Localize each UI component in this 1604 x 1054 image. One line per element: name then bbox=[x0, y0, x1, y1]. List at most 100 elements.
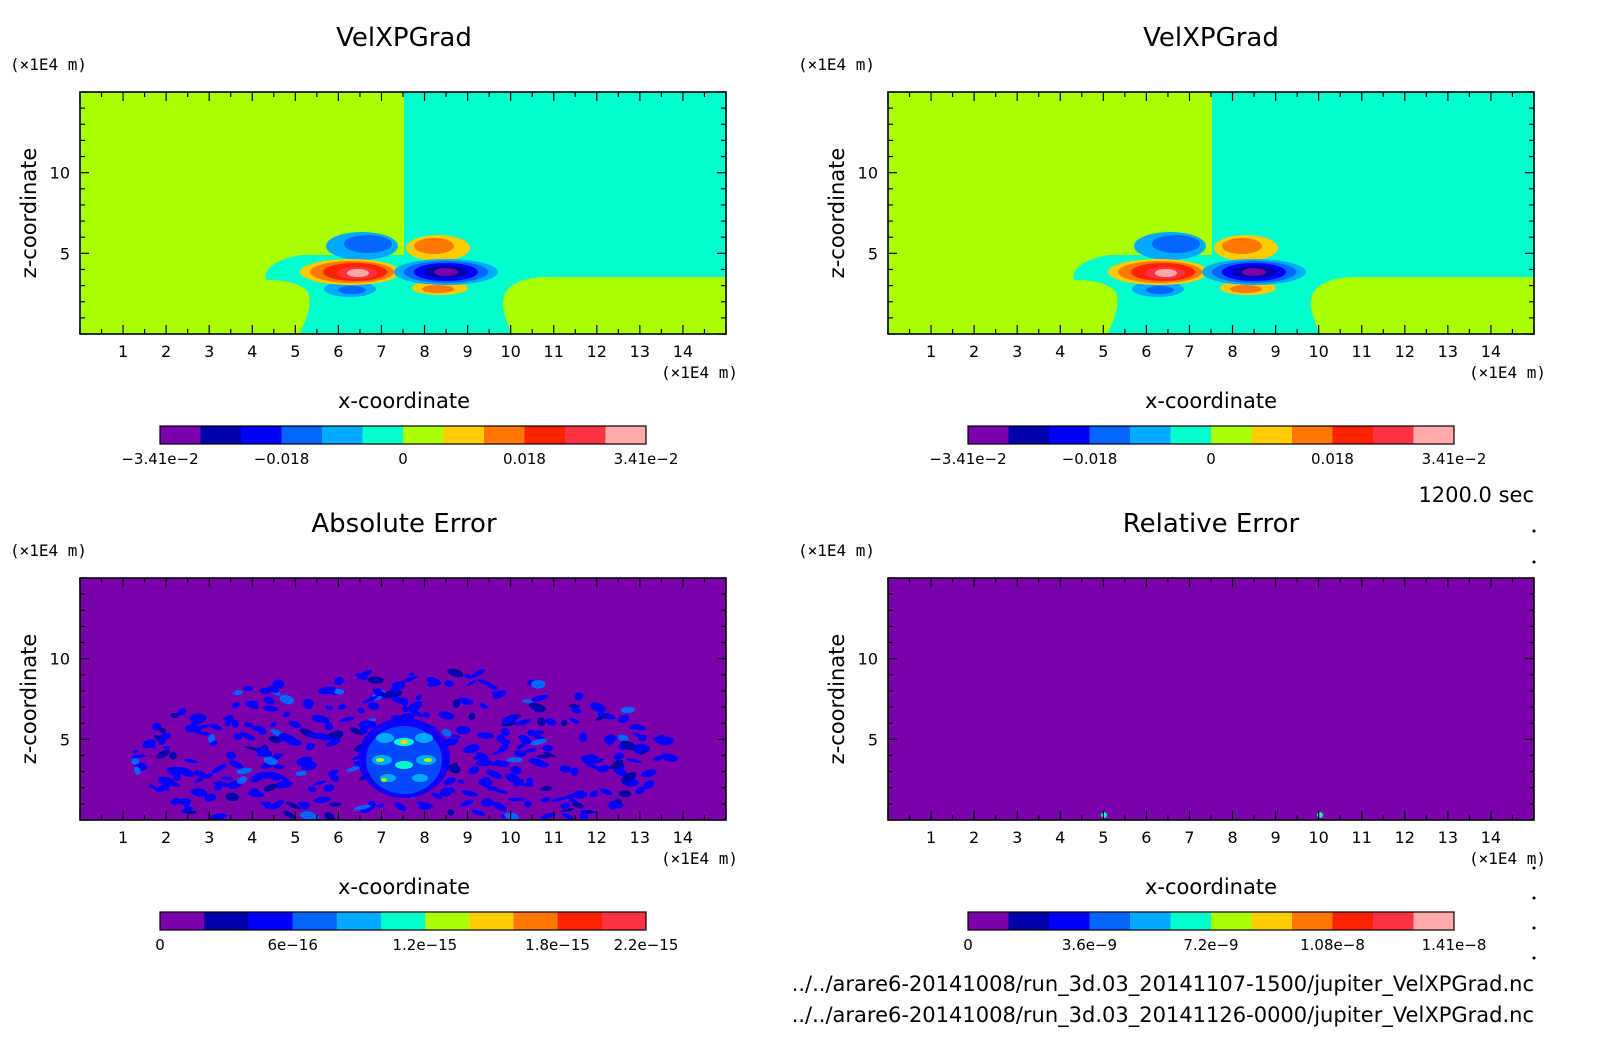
colorbar-swatch bbox=[968, 912, 1009, 930]
x-tick-label: 14 bbox=[673, 828, 693, 847]
colorbar: 0 3.6e−9 7.2e−9 1.08e−8 1.41e−8 bbox=[963, 911, 1487, 954]
x-tick-label: 13 bbox=[630, 342, 650, 361]
colorbar-swatch bbox=[605, 426, 647, 444]
x-tick-label: 1 bbox=[118, 828, 128, 847]
colorbar: −3.41e−2 −0.018 0 0.018 3.41e−2 bbox=[121, 425, 679, 468]
x-tick-label: 6 bbox=[333, 342, 343, 361]
colorbar-label: 3.6e−9 bbox=[1062, 936, 1117, 954]
y-unit-label: (×1E4 m) bbox=[798, 55, 875, 74]
y-unit-label: (×1E4 m) bbox=[798, 541, 875, 560]
colorbar-swatch bbox=[1373, 912, 1414, 930]
y-tick-label: 10 bbox=[50, 164, 70, 183]
x-unit-label: (×1E4 m) bbox=[1469, 363, 1546, 382]
x-tick-label: 5 bbox=[1098, 828, 1108, 847]
colorbar-swatch bbox=[1049, 912, 1090, 930]
field-region-top-right bbox=[404, 92, 726, 131]
x-tick-label: 13 bbox=[1438, 342, 1458, 361]
colorbar-label: 0 bbox=[155, 936, 165, 954]
colorbar-swatch bbox=[1332, 912, 1374, 930]
colorbar-swatch bbox=[513, 912, 558, 930]
colorbar-label: 6e−16 bbox=[267, 936, 317, 954]
x-tick-label: 10 bbox=[500, 342, 520, 361]
x-tick-label: 2 bbox=[161, 828, 171, 847]
x-tick-label: 13 bbox=[1438, 828, 1458, 847]
colorbar-label: 1.2e−15 bbox=[392, 936, 457, 954]
x-tick-label: 14 bbox=[1481, 828, 1501, 847]
colorbar-label: 0 bbox=[1206, 450, 1216, 468]
colorbar-swatch bbox=[1089, 912, 1131, 930]
colorbar-label: 1.41e−8 bbox=[1422, 936, 1487, 954]
colorbar-swatch bbox=[248, 912, 293, 930]
x-tick-label: 9 bbox=[463, 342, 473, 361]
colorbar-label: 3.41e−2 bbox=[614, 450, 679, 468]
y-axis-label: z-coordinate bbox=[17, 634, 41, 765]
colorbar-label: 0 bbox=[963, 936, 973, 954]
x-tick-label: 9 bbox=[463, 828, 473, 847]
colorbar-swatch bbox=[557, 912, 603, 930]
x-tick-label: 7 bbox=[1184, 828, 1194, 847]
x-tick-label: 10 bbox=[1308, 828, 1328, 847]
panel-title: VelXPGrad bbox=[336, 23, 472, 53]
x-tick-label: 4 bbox=[1055, 828, 1065, 847]
colorbar-swatch bbox=[336, 912, 382, 930]
x-unit-label: (×1E4 m) bbox=[1469, 849, 1546, 868]
y-unit-label: (×1E4 m) bbox=[10, 55, 87, 74]
field-region-top-left bbox=[888, 92, 1212, 131]
x-tick-label: 12 bbox=[1395, 828, 1415, 847]
x-axis-label: x-coordinate bbox=[338, 875, 470, 899]
colorbar-label: −0.018 bbox=[1062, 450, 1118, 468]
y-tick-label: 10 bbox=[858, 650, 878, 669]
colorbar-swatch bbox=[1373, 426, 1414, 444]
panel-title: Relative Error bbox=[1123, 509, 1300, 539]
x-tick-label: 2 bbox=[969, 342, 979, 361]
colorbar-swatch bbox=[1130, 912, 1171, 930]
x-tick-label: 1 bbox=[926, 828, 936, 847]
x-tick-label: 13 bbox=[630, 828, 650, 847]
colorbar-label: −0.018 bbox=[254, 450, 310, 468]
colorbar: −3.41e−2 −0.018 0 0.018 3.41e−2 bbox=[929, 425, 1486, 468]
colorbar-swatch bbox=[1251, 426, 1293, 444]
footer-file-1: ../../arare6-20141008/run_3d.03_20141107… bbox=[792, 972, 1534, 997]
x-tick-label: 7 bbox=[376, 828, 386, 847]
colorbar-swatch bbox=[322, 426, 363, 444]
footer-file-2: ../../arare6-20141008/run_3d.03_20141126… bbox=[792, 1003, 1534, 1028]
colorbar-frame bbox=[159, 425, 647, 445]
x-tick-label: 6 bbox=[1141, 828, 1151, 847]
x-tick-label: 1 bbox=[118, 342, 128, 361]
time-label: 1200.0 sec bbox=[1418, 483, 1534, 507]
colorbar-swatch bbox=[1251, 912, 1293, 930]
x-tick-label: 3 bbox=[204, 342, 214, 361]
colorbar-swatch bbox=[160, 426, 201, 444]
x-tick-label: 1 bbox=[926, 342, 936, 361]
colorbar-label: 1.8e−15 bbox=[525, 936, 590, 954]
x-tick-label: 2 bbox=[969, 828, 979, 847]
y-axis-label: z-coordinate bbox=[825, 148, 849, 279]
colorbar-swatch bbox=[968, 426, 1009, 444]
colorbar-frame bbox=[967, 425, 1455, 445]
colorbar-swatch bbox=[524, 426, 566, 444]
colorbar-swatch bbox=[200, 426, 242, 444]
colorbar-swatch bbox=[281, 426, 323, 444]
colorbar-swatch bbox=[1049, 426, 1090, 444]
x-tick-label: 12 bbox=[587, 828, 607, 847]
x-unit-label: (×1E4 m) bbox=[661, 849, 738, 868]
y-tick-label: 5 bbox=[60, 730, 70, 749]
x-axis-label: x-coordinate bbox=[1145, 875, 1277, 899]
field-contours bbox=[888, 578, 1534, 820]
y-axis-label: z-coordinate bbox=[825, 634, 849, 765]
x-tick-label: 12 bbox=[1395, 342, 1415, 361]
colorbar-label: 2.2e−15 bbox=[614, 936, 679, 954]
y-unit-label: (×1E4 m) bbox=[10, 541, 87, 560]
y-tick-label: 10 bbox=[858, 164, 878, 183]
field-region-top-right bbox=[1212, 92, 1534, 131]
colorbar-swatch bbox=[1413, 912, 1455, 930]
colorbar-swatch bbox=[1413, 426, 1455, 444]
field-region-positive-side bbox=[80, 131, 726, 334]
colorbar-swatch bbox=[1170, 912, 1212, 930]
colorbar-swatch bbox=[1211, 426, 1252, 444]
